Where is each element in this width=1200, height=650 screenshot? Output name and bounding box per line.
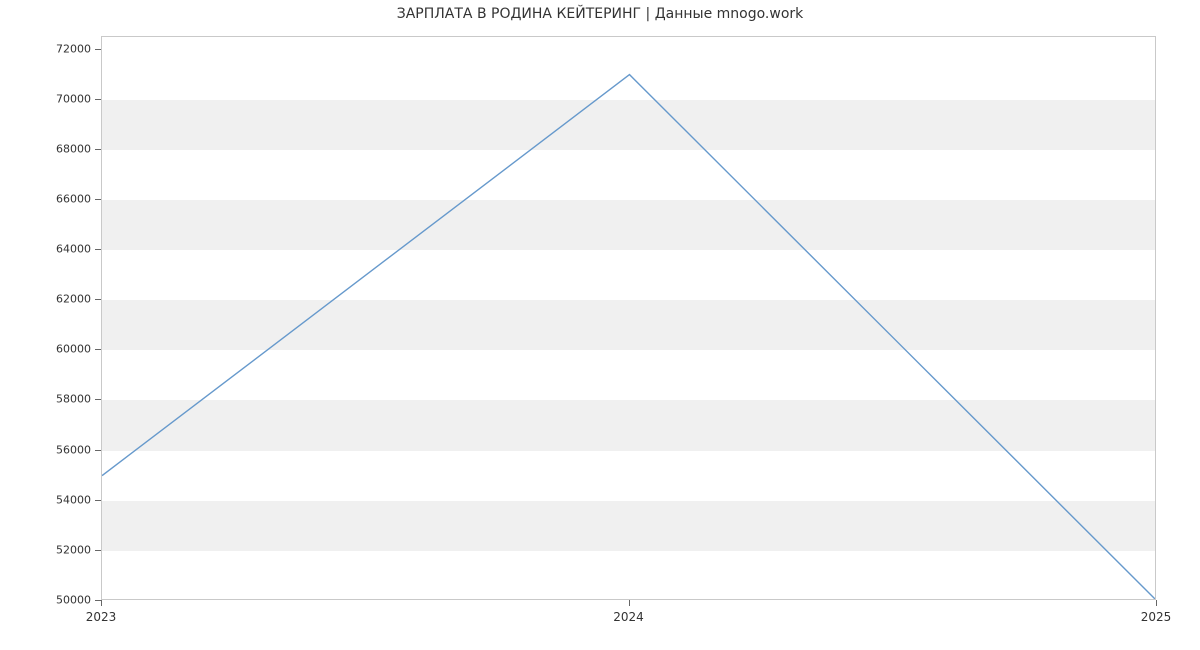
chart-title: ЗАРПЛАТА В РОДИНА КЕЙТЕРИНГ | Данные mno… <box>0 6 1200 22</box>
y-axis-label: 56000 <box>41 443 91 456</box>
y-tick <box>95 500 101 501</box>
y-axis-label: 72000 <box>41 42 91 55</box>
y-axis-label: 60000 <box>41 343 91 356</box>
y-axis-label: 50000 <box>41 594 91 607</box>
salary-line-chart: ЗАРПЛАТА В РОДИНА КЕЙТЕРИНГ | Данные mno… <box>0 0 1200 650</box>
x-tick <box>1156 600 1157 606</box>
y-tick <box>95 550 101 551</box>
y-tick <box>95 299 101 300</box>
y-axis-label: 70000 <box>41 92 91 105</box>
y-tick <box>95 49 101 50</box>
y-tick <box>95 450 101 451</box>
y-tick <box>95 199 101 200</box>
plot-area <box>101 36 1156 600</box>
y-axis-label: 58000 <box>41 393 91 406</box>
x-axis-label: 2025 <box>1141 610 1172 624</box>
y-axis-label: 64000 <box>41 243 91 256</box>
x-tick <box>101 600 102 606</box>
line-layer <box>102 37 1156 600</box>
y-axis-label: 52000 <box>41 543 91 556</box>
y-tick <box>95 99 101 100</box>
x-axis-label: 2024 <box>613 610 644 624</box>
series-salary <box>102 75 1156 600</box>
y-axis-label: 62000 <box>41 293 91 306</box>
y-tick <box>95 149 101 150</box>
x-tick <box>629 600 630 606</box>
y-tick <box>95 399 101 400</box>
y-axis-label: 68000 <box>41 142 91 155</box>
y-axis-label: 54000 <box>41 493 91 506</box>
y-axis-label: 66000 <box>41 192 91 205</box>
y-tick <box>95 349 101 350</box>
x-axis-label: 2023 <box>86 610 117 624</box>
y-tick <box>95 249 101 250</box>
